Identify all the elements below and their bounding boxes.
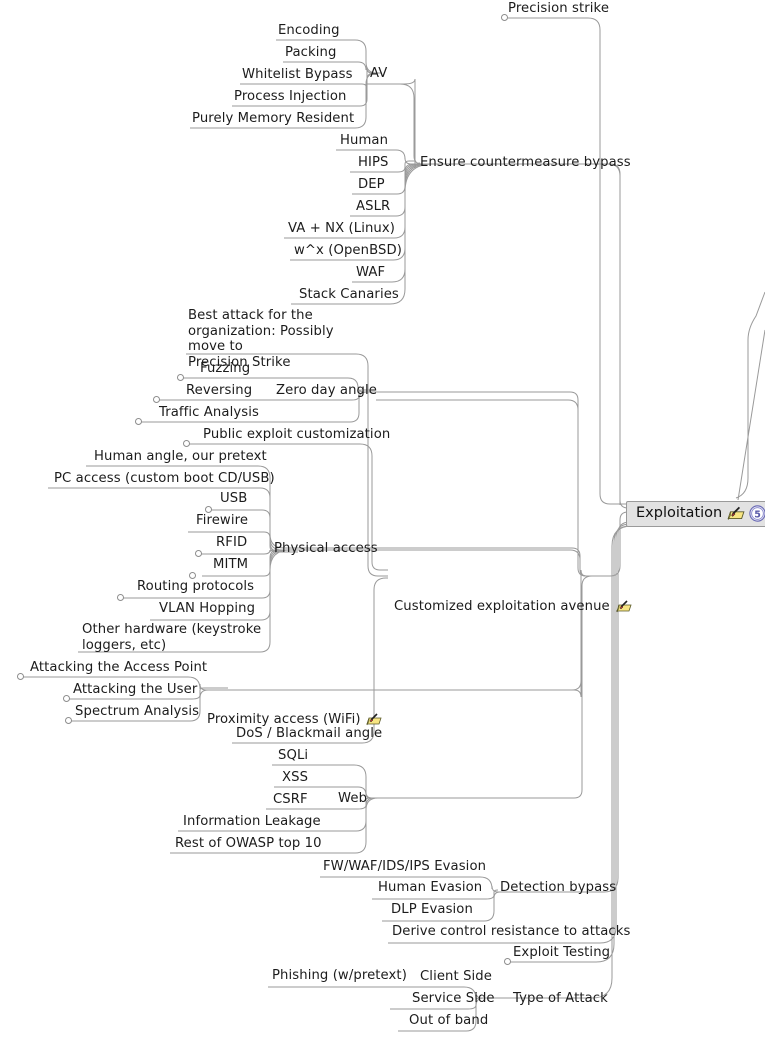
node-aslr[interactable]: ASLR bbox=[356, 199, 391, 214]
handle-mitm[interactable] bbox=[189, 572, 196, 579]
handle-exploit-testing[interactable] bbox=[504, 958, 511, 965]
handle-precision-strike[interactable] bbox=[501, 14, 508, 21]
node-traffic-analysis[interactable]: Traffic Analysis bbox=[159, 405, 259, 420]
node-whitelist-bypass[interactable]: Whitelist Bypass bbox=[242, 67, 353, 82]
node-fuzzing[interactable]: Fuzzing bbox=[200, 361, 251, 376]
note-icon bbox=[615, 569, 641, 644]
node-sqli[interactable]: SQLi bbox=[278, 748, 309, 763]
node-dlp-evasion[interactable]: DLP Evasion bbox=[391, 902, 473, 917]
node-information-leakage[interactable]: Information Leakage bbox=[183, 814, 321, 829]
node-purely-memory-resident[interactable]: Purely Memory Resident bbox=[192, 111, 355, 126]
proximity-label: Proximity access (WiFi) bbox=[207, 711, 361, 727]
handle-usb[interactable] bbox=[205, 506, 212, 513]
note-icon bbox=[726, 506, 745, 521]
node-human-angle-pretext[interactable]: Human angle, our pretext bbox=[94, 449, 267, 464]
node-spectrum-analysis[interactable]: Spectrum Analysis bbox=[75, 704, 200, 719]
node-exploit-testing[interactable]: Exploit Testing bbox=[513, 945, 611, 960]
note-icon bbox=[365, 682, 391, 757]
node-rfid[interactable]: RFID bbox=[216, 535, 248, 550]
node-best-attack-note[interactable]: Best attack for the organization: Possib… bbox=[188, 308, 334, 370]
node-client-side[interactable]: Client Side bbox=[420, 969, 492, 984]
customized-avenue-label: Customized exploitation avenue bbox=[394, 598, 610, 614]
node-csrf[interactable]: CSRF bbox=[273, 792, 308, 807]
node-dos-blackmail-angle[interactable]: DoS / Blackmail angle bbox=[236, 726, 383, 741]
node-detection-bypass[interactable]: Detection bypass bbox=[500, 880, 617, 895]
node-vlan-hopping[interactable]: VLAN Hopping bbox=[159, 601, 256, 616]
node-mitm[interactable]: MITM bbox=[213, 557, 249, 572]
node-human-evasion[interactable]: Human Evasion bbox=[378, 880, 483, 895]
handle-public-exploit-customization[interactable] bbox=[183, 440, 190, 447]
node-xss[interactable]: XSS bbox=[282, 770, 309, 785]
handle-rfid[interactable] bbox=[195, 550, 202, 557]
node-human[interactable]: Human bbox=[340, 133, 389, 148]
node-stack-canaries[interactable]: Stack Canaries bbox=[299, 287, 399, 302]
svg-text:5: 5 bbox=[754, 509, 761, 520]
node-proximity-access-wifi[interactable]: Proximity access (WiFi) bbox=[207, 682, 390, 757]
handle-traffic-analysis[interactable] bbox=[135, 418, 142, 425]
node-out-of-band[interactable]: Out of band bbox=[409, 1013, 489, 1028]
node-attacking-the-user[interactable]: Attacking the User bbox=[73, 682, 198, 697]
node-reversing[interactable]: Reversing bbox=[186, 383, 253, 398]
handle-fuzzing[interactable] bbox=[177, 374, 184, 381]
handle-reversing[interactable] bbox=[153, 396, 160, 403]
node-derive-control-resistance[interactable]: Derive control resistance to attacks bbox=[392, 924, 631, 939]
node-usb[interactable]: USB bbox=[220, 491, 248, 506]
handle-attacking-access-point[interactable] bbox=[17, 673, 24, 680]
node-physical-access[interactable]: Physical access bbox=[274, 541, 378, 556]
node-service-side[interactable]: Service Side bbox=[412, 991, 495, 1006]
node-va-nx-linux[interactable]: VA + NX (Linux) bbox=[288, 221, 396, 236]
node-pc-access[interactable]: PC access (custom boot CD/USB) bbox=[54, 471, 275, 486]
node-web[interactable]: Web bbox=[338, 791, 368, 806]
node-precision-strike[interactable]: Precision strike bbox=[508, 1, 610, 16]
node-packing[interactable]: Packing bbox=[285, 45, 337, 60]
handle-attacking-the-user[interactable] bbox=[63, 695, 70, 702]
node-process-injection[interactable]: Process Injection bbox=[234, 89, 347, 104]
node-attacking-access-point[interactable]: Attacking the Access Point bbox=[30, 660, 208, 675]
circled-number-5-icon: 5 bbox=[749, 505, 765, 522]
handle-spectrum-analysis[interactable] bbox=[65, 717, 72, 724]
node-ensure-countermeasure-bypass[interactable]: Ensure countermeasure bypass bbox=[420, 155, 631, 170]
node-routing-protocols[interactable]: Routing protocols bbox=[137, 579, 255, 594]
node-fw-waf-ids-ips-evasion[interactable]: FW/WAF/IDS/IPS Evasion bbox=[323, 859, 487, 874]
root-label: Exploitation bbox=[636, 505, 723, 521]
handle-routing-protocols[interactable] bbox=[117, 594, 124, 601]
node-zero-day-angle[interactable]: Zero day angle bbox=[276, 383, 377, 398]
node-other-hardware[interactable]: Other hardware (keystroke loggers, etc) bbox=[82, 622, 262, 653]
node-customized-exploitation-avenue[interactable]: Customized exploitation avenue bbox=[394, 569, 641, 644]
node-root-exploitation[interactable]: Exploitation 5 bbox=[626, 501, 765, 527]
node-public-exploit-customization[interactable]: Public exploit customization bbox=[203, 427, 391, 442]
node-rest-of-owasp[interactable]: Rest of OWASP top 10 bbox=[175, 836, 322, 851]
node-type-of-attack[interactable]: Type of Attack bbox=[513, 991, 608, 1006]
node-hips[interactable]: HIPS bbox=[358, 155, 389, 170]
node-encoding[interactable]: Encoding bbox=[278, 23, 340, 38]
node-waf[interactable]: WAF bbox=[356, 265, 386, 280]
node-phishing-pretext[interactable]: Phishing (w/pretext) bbox=[272, 968, 407, 983]
node-wx-openbsd[interactable]: w^x (OpenBSD) bbox=[294, 243, 402, 258]
node-firewire[interactable]: Firewire bbox=[196, 513, 249, 528]
node-av[interactable]: AV bbox=[370, 66, 388, 81]
node-dep[interactable]: DEP bbox=[358, 177, 385, 192]
